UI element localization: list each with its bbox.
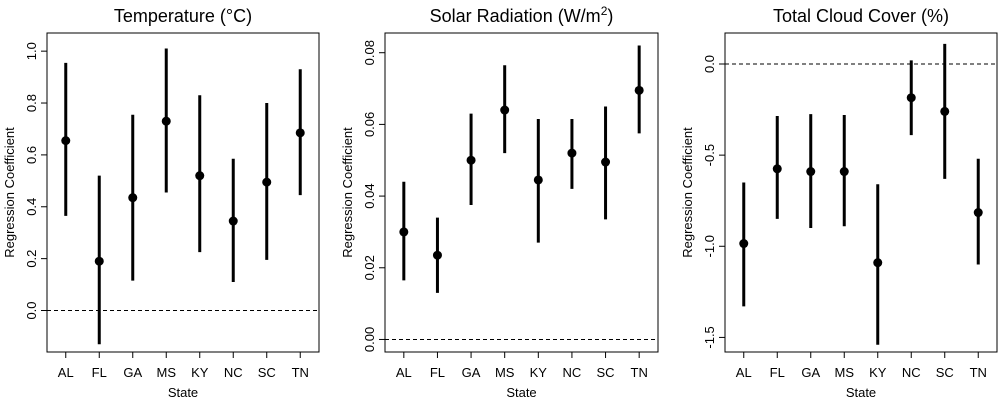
- point-TN: [634, 85, 644, 95]
- x-tick-label: AL: [736, 365, 752, 380]
- x-axis-label: State: [506, 385, 536, 400]
- x-tick-label: MS: [835, 365, 855, 380]
- x-tick-label: FL: [770, 365, 785, 380]
- chart-title: Temperature (°C): [114, 6, 252, 26]
- point-GA: [466, 155, 476, 165]
- x-tick-label: SC: [258, 365, 276, 380]
- x-tick-label: TN: [970, 365, 987, 380]
- point-SC: [601, 157, 611, 167]
- x-tick-label: AL: [396, 365, 412, 380]
- y-tick-label: 0.0: [702, 55, 717, 73]
- point-TN: [295, 128, 305, 138]
- point-KY: [873, 258, 883, 268]
- plot-frame: [46, 32, 320, 353]
- x-axis-label: State: [846, 385, 876, 400]
- point-SC: [262, 177, 272, 187]
- point-KY: [195, 171, 205, 181]
- point-MS: [161, 116, 171, 126]
- point-AL: [61, 136, 71, 146]
- point-AL: [399, 227, 409, 237]
- y-tick-label: 0.6: [24, 146, 39, 164]
- y-tick-label: 0.08: [362, 40, 377, 65]
- plot-frame: [384, 32, 659, 353]
- chart-panel-2: Solar Radiation (W/m2) 0.00 0.02 0.04 0.06 0.…: [340, 4, 659, 400]
- x-tick-label: TN: [292, 365, 309, 380]
- point-FL: [94, 256, 104, 266]
- x-tick-label: NC: [224, 365, 243, 380]
- point-NC: [228, 216, 238, 226]
- chart-panel-1: Temperature (°C) 0.0 0.2 0.4 0.6 0.8 1.0 Regres…: [2, 6, 320, 400]
- point-MS: [500, 105, 510, 115]
- x-tick-label: NC: [902, 365, 921, 380]
- y-axis-label: Regression Coefficient: [340, 127, 355, 258]
- point-FL: [432, 250, 442, 260]
- x-tick-label: FL: [430, 365, 445, 380]
- x-tick-label: KY: [530, 365, 548, 380]
- x-tick-label: GA: [801, 365, 820, 380]
- y-tick-label: 0.02: [362, 255, 377, 280]
- point-NC: [567, 148, 577, 158]
- y-tick-label: -0.5: [702, 144, 717, 166]
- y-tick-label: -1.5: [702, 326, 717, 348]
- y-tick-label: 0.2: [24, 250, 39, 268]
- chart-title: Total Cloud Cover (%): [773, 6, 949, 26]
- y-tick-label: 0.00: [362, 327, 377, 352]
- point-NC: [906, 93, 916, 103]
- point-GA: [128, 193, 138, 203]
- x-tick-label: GA: [462, 365, 481, 380]
- y-axis-label: Regression Coefficient: [680, 127, 695, 258]
- point-FL: [772, 164, 782, 174]
- x-axis-label: State: [168, 385, 198, 400]
- y-tick-label: 0.8: [24, 94, 39, 112]
- x-tick-label: KY: [869, 365, 887, 380]
- plot-frame: [724, 32, 998, 353]
- chart-title-superscript: 2: [601, 4, 608, 18]
- y-tick-label: 0.4: [24, 198, 39, 216]
- x-tick-label: KY: [191, 365, 209, 380]
- y-tick-label: -1.0: [702, 235, 717, 257]
- x-tick-label: MS: [157, 365, 177, 380]
- x-tick-label: TN: [631, 365, 648, 380]
- x-tick-label: AL: [58, 365, 74, 380]
- point-GA: [806, 167, 816, 177]
- x-tick-label: SC: [597, 365, 615, 380]
- point-TN: [973, 208, 983, 218]
- point-SC: [940, 106, 950, 116]
- x-tick-label: MS: [495, 365, 515, 380]
- chart-title-end: ): [607, 6, 613, 26]
- y-tick-label: 0.04: [362, 183, 377, 208]
- y-tick-label: 1.0: [24, 42, 39, 60]
- point-AL: [739, 239, 749, 249]
- x-tick-label: SC: [936, 365, 954, 380]
- x-tick-label: FL: [92, 365, 107, 380]
- x-tick-label: GA: [123, 365, 142, 380]
- y-tick-label: 0.0: [24, 301, 39, 319]
- point-KY: [533, 175, 543, 185]
- chart-title: Solar Radiation (W/m2): [430, 4, 614, 26]
- y-axis-label: Regression Coefficient: [2, 127, 17, 258]
- x-tick-label: NC: [563, 365, 582, 380]
- y-tick-label: 0.06: [362, 112, 377, 137]
- point-MS: [839, 167, 849, 177]
- chart-panel-3: Total Cloud Cover (%) -1.5 -1.0 -0.5 0.0 Regr…: [680, 6, 998, 400]
